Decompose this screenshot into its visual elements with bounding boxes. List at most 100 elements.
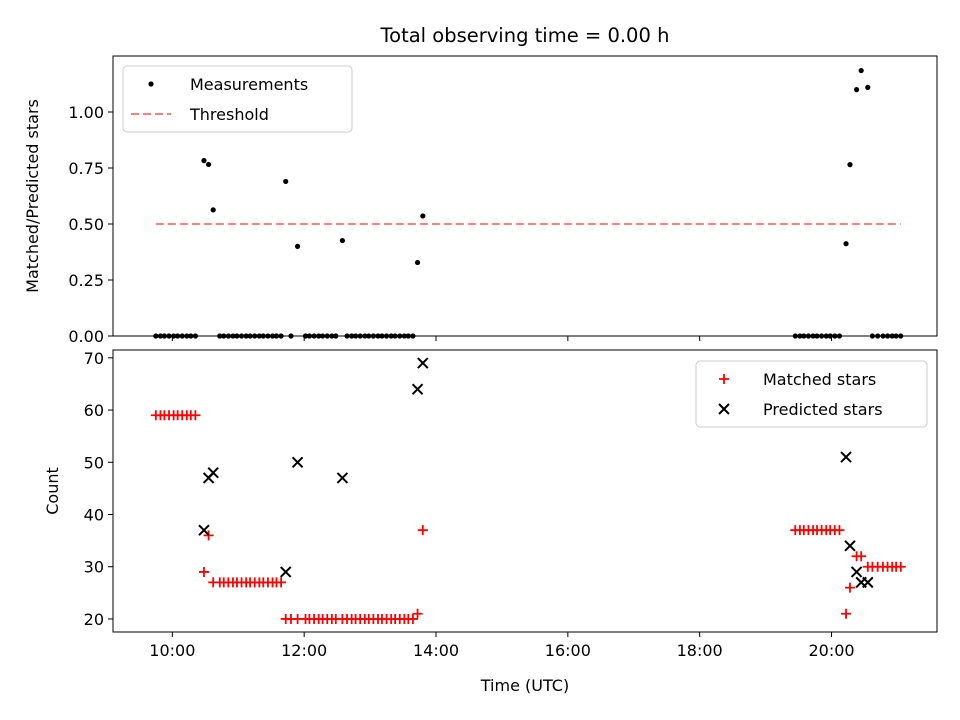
- measurement-point: [370, 333, 376, 339]
- measurement-point: [247, 333, 253, 339]
- x-tick-label: 18:00: [677, 641, 723, 660]
- axes-frame-1: [112, 349, 938, 633]
- measurement-point: [339, 237, 346, 244]
- bottom-panel: 20 30 40 50 60 70 10:00 12:00 14:00 16:00 18:00 20:…: [43, 349, 938, 695]
- measurement-point: [362, 333, 368, 339]
- predicted-stars-point: [850, 566, 863, 578]
- predicted-stars-point: [411, 383, 424, 395]
- predicted-stars-point: [417, 357, 429, 369]
- measurement-point: [352, 333, 359, 339]
- measurement-point: [875, 333, 881, 339]
- measurement-point: [269, 333, 276, 339]
- legend-swatch-matched: [719, 374, 729, 384]
- measurement-point: [889, 333, 895, 339]
- matched-stars-point: [844, 582, 855, 593]
- matched-stars-point: [895, 561, 906, 572]
- data-marks-1: [150, 357, 906, 624]
- x-axis-label: Time (UTC): [480, 676, 569, 695]
- measurement-point: [858, 67, 864, 74]
- measurement-point: [153, 333, 159, 339]
- chart-title: Total observing time = 0.00 h: [380, 24, 670, 47]
- measurement-point: [379, 333, 385, 339]
- predicted-stars-point: [207, 467, 219, 479]
- y-tick-label: 60: [84, 401, 104, 420]
- measurement-point: [288, 333, 294, 339]
- measurement-point: [283, 178, 289, 185]
- measurement-point: [898, 333, 904, 339]
- y-axis-label: Matched/Predicted stars: [23, 99, 42, 293]
- y-tick-label: 0.75: [68, 159, 104, 178]
- measurement-point: [865, 84, 871, 90]
- measurement-point: [329, 333, 335, 339]
- legend-label: Measurements: [190, 75, 308, 94]
- y-tick-label: 40: [84, 506, 104, 525]
- measurement-point: [801, 333, 807, 339]
- legend-1: Matched stars Predicted stars: [695, 360, 928, 428]
- predicted-stars-point: [280, 566, 292, 578]
- measurement-point: [316, 333, 322, 339]
- measurement-point: [810, 333, 816, 339]
- measurement-point: [414, 259, 421, 266]
- measurement-point: [375, 333, 381, 339]
- legend-label: Predicted stars: [763, 400, 883, 419]
- measurement-point: [880, 333, 886, 339]
- measurement-point: [843, 241, 849, 247]
- y-tick-label: 0.00: [68, 327, 104, 346]
- measurement-point: [278, 333, 284, 339]
- y-tick-label: 30: [84, 558, 104, 577]
- measurement-point: [260, 333, 266, 339]
- measurement-point: [243, 333, 249, 339]
- measurement-point: [324, 333, 330, 339]
- measurement-point: [357, 333, 363, 339]
- measurement-point: [184, 333, 190, 339]
- y-tick-label: 50: [84, 453, 104, 472]
- measurement-point: [832, 333, 838, 339]
- measurement-point: [166, 333, 172, 339]
- matched-stars-point: [407, 613, 418, 624]
- measurement-point: [792, 333, 798, 339]
- y-tick-label: 1.00: [68, 103, 104, 122]
- matched-stars-point: [856, 551, 867, 562]
- measurement-point: [210, 207, 216, 213]
- measurement-point: [869, 333, 875, 339]
- measurement-point: [847, 162, 853, 168]
- measurement-point: [205, 161, 212, 168]
- measurement-point: [401, 333, 407, 339]
- top-panel: 0.00 0.25 0.50 0.75 1.00 Total observing time…: [23, 24, 938, 346]
- measurement-point: [823, 333, 829, 339]
- y-tick-label: 0.25: [68, 271, 104, 290]
- measurement-point: [256, 333, 262, 339]
- measurement-point: [265, 333, 271, 339]
- matched-stars-point: [412, 608, 423, 619]
- measurement-point: [884, 333, 891, 339]
- matched-stars-point: [276, 577, 287, 588]
- predicted-stars-point: [198, 524, 210, 536]
- measurement-point: [273, 333, 280, 339]
- legend-swatch-predicted: [718, 403, 730, 415]
- legend-swatch-measurements: [148, 81, 154, 87]
- measurement-point: [192, 333, 198, 339]
- y-tick-label: 0.50: [68, 215, 104, 234]
- measurement-point: [161, 333, 168, 339]
- matched-stars-point: [841, 608, 852, 619]
- y-axis-label: Count: [43, 467, 62, 515]
- measurement-point: [344, 333, 350, 339]
- predicted-stars-point: [336, 472, 349, 484]
- legend-label: Matched stars: [763, 370, 876, 389]
- measurement-point: [893, 333, 899, 339]
- measurement-point: [853, 87, 860, 93]
- measurement-point: [171, 333, 177, 339]
- measurement-point: [234, 333, 240, 339]
- measurement-point: [805, 333, 812, 339]
- legend-0: Measurements Threshold: [122, 65, 353, 133]
- measurement-point: [311, 333, 317, 339]
- measurement-point: [797, 333, 803, 339]
- x-tick-label: 20:00: [808, 641, 854, 660]
- x-tick-label: 14:00: [413, 641, 459, 660]
- measurement-point: [366, 333, 372, 339]
- matched-stars-point: [198, 566, 209, 577]
- measurement-point: [217, 333, 223, 339]
- measurement-point: [252, 333, 258, 339]
- measurement-point: [306, 333, 313, 339]
